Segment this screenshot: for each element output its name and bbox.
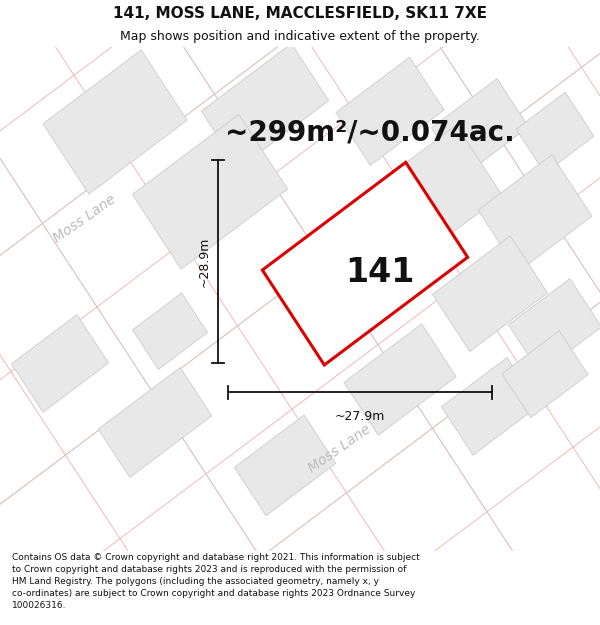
Polygon shape <box>336 58 444 166</box>
Polygon shape <box>43 50 187 194</box>
Polygon shape <box>235 415 335 516</box>
Polygon shape <box>516 92 594 173</box>
Polygon shape <box>433 236 548 351</box>
Text: Contains OS data © Crown copyright and database right 2021. This information is : Contains OS data © Crown copyright and d… <box>12 554 420 609</box>
Polygon shape <box>502 331 588 418</box>
Polygon shape <box>133 114 287 269</box>
Polygon shape <box>344 324 456 435</box>
Polygon shape <box>431 79 529 176</box>
Text: 141, MOSS LANE, MACCLESFIELD, SK11 7XE: 141, MOSS LANE, MACCLESFIELD, SK11 7XE <box>113 6 487 21</box>
Polygon shape <box>11 314 109 412</box>
Text: Moss Lane: Moss Lane <box>306 422 374 476</box>
Polygon shape <box>478 155 592 272</box>
Polygon shape <box>509 279 600 373</box>
Text: ~27.9m: ~27.9m <box>335 409 385 422</box>
Polygon shape <box>202 44 329 168</box>
Polygon shape <box>262 162 467 365</box>
Polygon shape <box>442 357 539 455</box>
Text: 141: 141 <box>346 256 415 289</box>
Polygon shape <box>98 368 212 478</box>
Text: Map shows position and indicative extent of the property.: Map shows position and indicative extent… <box>120 30 480 43</box>
Text: ~28.9m: ~28.9m <box>197 236 211 287</box>
Text: ~299m²/~0.074ac.: ~299m²/~0.074ac. <box>225 119 515 147</box>
Text: Moss Lane: Moss Lane <box>51 192 119 245</box>
Polygon shape <box>133 293 208 369</box>
Polygon shape <box>358 125 502 269</box>
